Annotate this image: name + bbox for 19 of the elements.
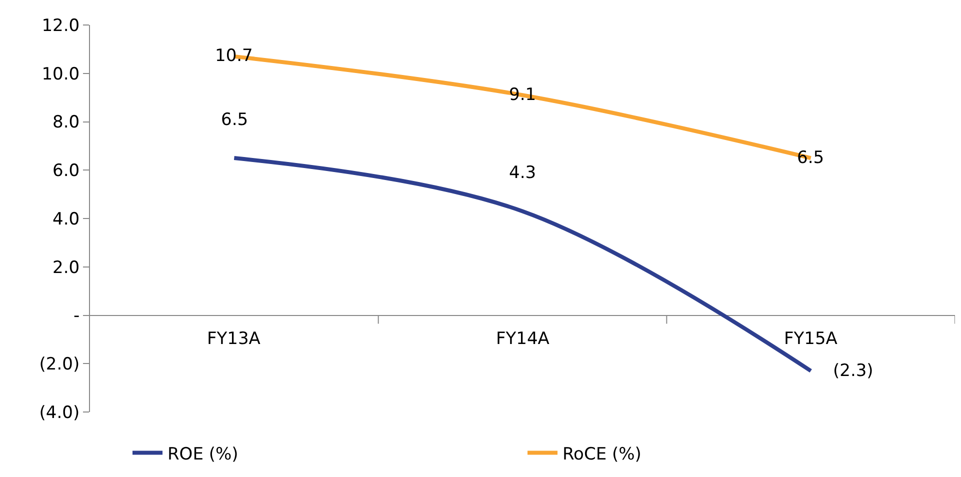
- y-tick-label: 12.0: [42, 16, 80, 36]
- y-tick-label: 4.0: [52, 209, 80, 230]
- data-label: (2.3): [833, 361, 874, 381]
- data-label: 6.5: [221, 110, 248, 130]
- y-tick-label: (4.0): [39, 402, 80, 423]
- x-tick-label: FY13A: [207, 329, 261, 349]
- data-label: 4.3: [509, 163, 536, 183]
- legend-label: RoCE (%): [562, 444, 642, 464]
- y-tick-label: 10.0: [42, 64, 80, 84]
- y-tick-label: 2.0: [52, 258, 80, 278]
- y-tick-label: 6.0: [52, 161, 80, 182]
- y-tick-label: -: [73, 306, 80, 326]
- x-tick-label: FY15A: [784, 329, 838, 349]
- y-tick-label: 8.0: [52, 112, 80, 133]
- data-label: 10.7: [215, 46, 253, 66]
- x-tick-label: FY14A: [496, 329, 550, 349]
- legend-label: ROE (%): [168, 444, 238, 464]
- data-label: 6.5: [797, 148, 824, 168]
- y-tick-label: (2.0): [39, 354, 80, 375]
